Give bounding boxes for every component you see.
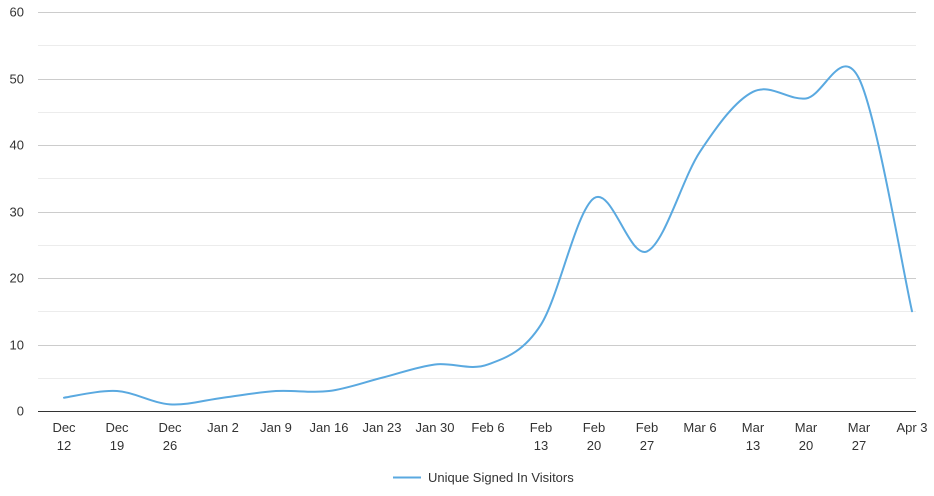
data-point <box>114 388 120 394</box>
x-tick-label: Dec 12 <box>52 420 76 453</box>
data-point <box>856 76 862 82</box>
data-point <box>803 95 809 101</box>
y-tick-label: 60 <box>10 5 24 20</box>
data-point <box>644 248 650 254</box>
y-tick-label: 50 <box>10 72 24 87</box>
series-layer <box>61 65 915 407</box>
x-tick-label: Mar 13 <box>742 420 765 453</box>
x-tick-label: Jan 9 <box>260 420 292 435</box>
legend-label: Unique Signed In Visitors <box>428 470 574 485</box>
data-point <box>432 361 438 367</box>
grid-layer <box>38 12 916 379</box>
x-tick-label: Feb 6 <box>471 420 504 435</box>
x-tick-label: Mar 6 <box>683 420 716 435</box>
x-tick-label: Mar 20 <box>795 420 818 453</box>
data-point <box>167 401 173 407</box>
data-point <box>697 149 703 155</box>
data-point <box>326 388 332 394</box>
x-tick-label: Feb 13 <box>530 420 552 453</box>
data-point <box>538 322 544 328</box>
y-tick-label: 40 <box>10 138 24 153</box>
y-tick-label: 10 <box>10 338 24 353</box>
x-tick-label: Dec 19 <box>105 420 129 453</box>
x-tick-label: Feb 27 <box>636 420 658 453</box>
y-axis: 0 10 20 30 40 50 60 <box>10 5 24 419</box>
x-axis: Dec 12 Dec 19 Dec 26 Jan 2 Jan 9 Jan 16 Jan 23 Jan… <box>38 411 928 453</box>
data-point <box>485 361 491 367</box>
x-tick-label: Feb 20 <box>583 420 605 453</box>
x-tick-label: Jan 2 <box>207 420 239 435</box>
data-point <box>909 308 915 314</box>
y-tick-label: 20 <box>10 271 24 286</box>
x-tick-label: Mar 27 <box>848 420 871 453</box>
x-tick-label: Jan 16 <box>309 420 348 435</box>
legend-item: Unique Signed In Visitors <box>393 470 574 485</box>
x-tick-label: Jan 23 <box>362 420 401 435</box>
x-tick-label: Jan 30 <box>415 420 454 435</box>
data-point <box>61 395 67 401</box>
y-tick-label: 30 <box>10 205 24 220</box>
x-tick-label: Dec 26 <box>158 420 182 453</box>
legend: Unique Signed In Visitors <box>393 470 574 485</box>
series-line-unique-signed-in-visitors <box>63 65 913 406</box>
data-point <box>273 388 279 394</box>
data-point <box>591 195 597 201</box>
x-tick-label: Apr 3 <box>896 420 927 435</box>
y-tick-label: 0 <box>17 404 24 419</box>
data-point <box>220 395 226 401</box>
data-point <box>750 89 756 95</box>
data-point <box>379 375 385 381</box>
